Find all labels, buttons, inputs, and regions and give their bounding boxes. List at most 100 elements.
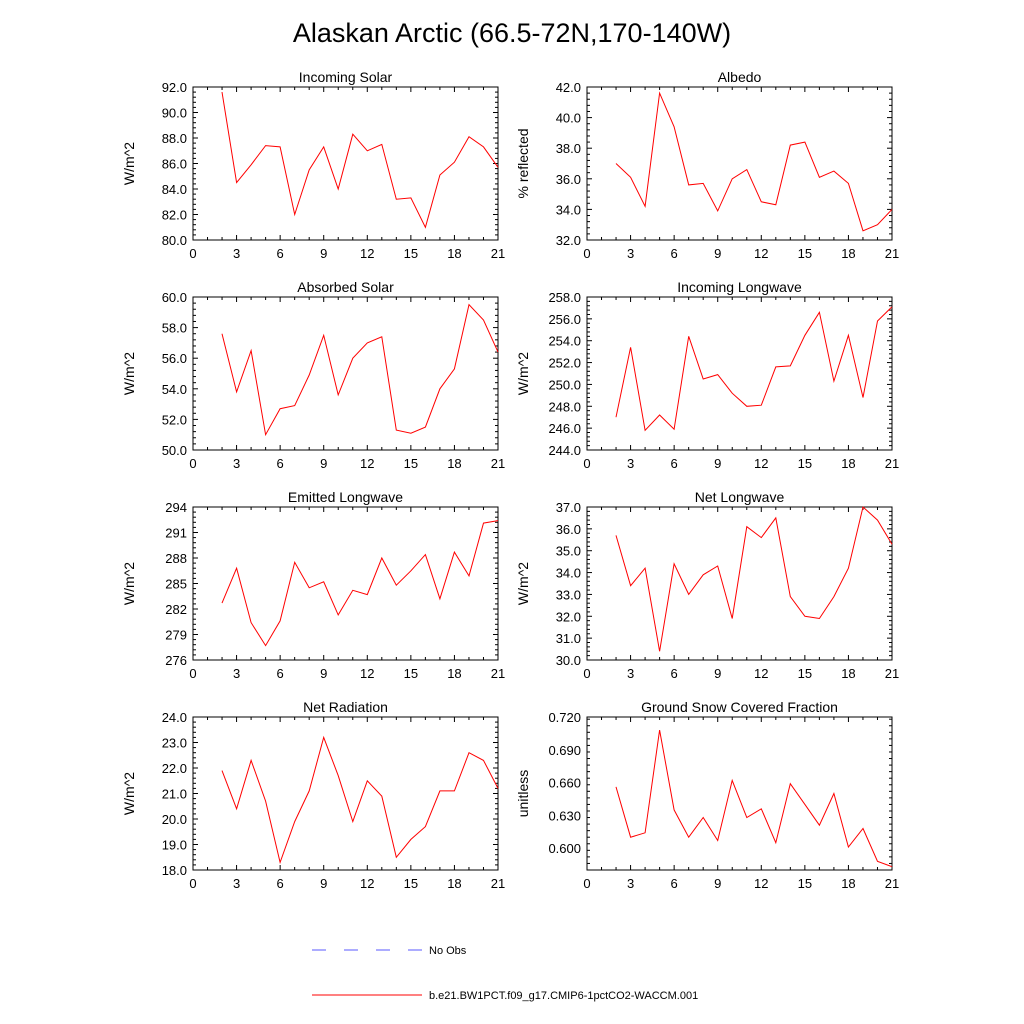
x-tick-label: 0 <box>189 456 196 471</box>
x-tick-label: 12 <box>754 876 768 891</box>
x-tick-label: 12 <box>360 246 374 261</box>
x-tick-label: 9 <box>320 876 327 891</box>
x-tick-label: 3 <box>627 666 634 681</box>
x-tick-label: 18 <box>447 666 461 681</box>
x-tick-label: 9 <box>714 666 721 681</box>
panel-title: Incoming Longwave <box>677 279 802 295</box>
y-tick-label: 54.0 <box>162 382 187 397</box>
y-tick-label: 291 <box>165 526 187 541</box>
y-tick-label: 22.0 <box>162 761 187 776</box>
y-tick-label: 90.0 <box>162 106 187 121</box>
y-tick-label: 42.0 <box>556 80 581 95</box>
y-tick-label: 250.0 <box>548 377 581 392</box>
y-tick-label: 86.0 <box>162 157 187 172</box>
y-tick-label: 285 <box>165 577 187 592</box>
x-tick-label: 21 <box>885 876 899 891</box>
y-tick-label: 32.0 <box>556 233 581 248</box>
y-tick-label: 82.0 <box>162 208 187 223</box>
x-tick-label: 0 <box>583 456 590 471</box>
y-axis-label: W/m^2 <box>121 142 137 185</box>
y-tick-label: 36.0 <box>556 172 581 187</box>
x-tick-label: 6 <box>277 456 284 471</box>
x-tick-label: 3 <box>627 456 634 471</box>
panel-8: Ground Snow Covered Fraction unitless 0 3 6 9… <box>515 699 899 891</box>
x-tick-label: 3 <box>233 456 240 471</box>
panel-7: Net Radiation W/m^2 0 3 6 9 12 15 18 21 18.0 19.0 20… <box>121 699 505 891</box>
y-tick-label: 244.0 <box>548 443 581 458</box>
y-tick-label: 282 <box>165 602 187 617</box>
y-tick-label: 0.720 <box>548 710 581 725</box>
x-tick-label: 12 <box>360 666 374 681</box>
x-tick-label: 0 <box>189 666 196 681</box>
y-axis-label: % reflected <box>515 128 531 198</box>
y-tick-label: 294 <box>165 500 187 515</box>
y-tick-label: 36.0 <box>556 522 581 537</box>
y-tick-label: 92.0 <box>162 80 187 95</box>
x-tick-label: 0 <box>189 246 196 261</box>
y-tick-label: 21.0 <box>162 787 187 802</box>
y-tick-label: 0.690 <box>548 743 581 758</box>
x-tick-label: 0 <box>583 666 590 681</box>
x-tick-label: 21 <box>491 666 505 681</box>
x-tick-label: 0 <box>189 876 196 891</box>
plot-frame <box>586 506 893 661</box>
y-tick-label: 34.0 <box>556 202 581 217</box>
x-tick-label: 21 <box>491 876 505 891</box>
legend: No Obs b.e21.BW1PCT.f09_g17.CMIP6-1pctCO… <box>312 945 698 1002</box>
y-tick-label: 31.0 <box>556 631 581 646</box>
x-tick-label: 12 <box>754 246 768 261</box>
y-tick-label: 35.0 <box>556 544 581 559</box>
x-tick-label: 21 <box>885 456 899 471</box>
panel-title: Emitted Longwave <box>288 489 403 505</box>
x-tick-label: 9 <box>714 246 721 261</box>
series-line <box>221 735 499 865</box>
panel-1: Incoming Solar W/m^2 0 3 6 9 12 15 18 21 80.0 82.0 8… <box>121 69 505 261</box>
panel-title: Incoming Solar <box>299 69 393 85</box>
x-tick-label: 9 <box>714 456 721 471</box>
y-tick-label: 246.0 <box>548 421 581 436</box>
y-tick-label: 38.0 <box>556 141 581 156</box>
x-tick-label: 21 <box>491 246 505 261</box>
legend-obs-label: No Obs <box>429 945 467 957</box>
panel-title: Ground Snow Covered Fraction <box>641 699 838 715</box>
x-tick-label: 9 <box>714 876 721 891</box>
x-tick-label: 6 <box>277 876 284 891</box>
x-tick-label: 6 <box>277 666 284 681</box>
x-tick-label: 6 <box>671 666 678 681</box>
y-tick-label: 276 <box>165 653 187 668</box>
y-tick-label: 30.0 <box>556 653 581 668</box>
x-tick-label: 6 <box>671 246 678 261</box>
x-tick-label: 6 <box>671 456 678 471</box>
x-tick-label: 21 <box>491 456 505 471</box>
panel-title: Net Radiation <box>303 699 388 715</box>
x-tick-label: 15 <box>798 456 812 471</box>
y-tick-label: 40.0 <box>556 111 581 126</box>
x-tick-label: 15 <box>404 666 418 681</box>
panel-4: Incoming Longwave W/m^2 0 3 6 9 12 15 18 21 244.0 2… <box>515 279 899 471</box>
figure-title: Alaskan Arctic (66.5-72N,170-140W) <box>293 18 731 48</box>
y-tick-label: 23.0 <box>162 736 187 751</box>
x-tick-label: 6 <box>277 246 284 261</box>
x-tick-label: 9 <box>320 246 327 261</box>
y-tick-label: 84.0 <box>162 182 187 197</box>
x-tick-label: 18 <box>841 666 855 681</box>
plot-frame <box>586 296 893 451</box>
series-line <box>221 303 499 437</box>
y-tick-label: 0.660 <box>548 776 581 791</box>
x-tick-label: 18 <box>841 876 855 891</box>
x-tick-label: 3 <box>627 876 634 891</box>
series-line <box>615 306 893 432</box>
y-axis-label: W/m^2 <box>121 352 137 395</box>
x-tick-label: 6 <box>671 876 678 891</box>
plot-frame <box>586 86 893 241</box>
y-tick-label: 50.0 <box>162 443 187 458</box>
y-tick-label: 252.0 <box>548 356 581 371</box>
x-tick-label: 12 <box>360 876 374 891</box>
y-tick-label: 37.0 <box>556 500 581 515</box>
x-tick-label: 12 <box>754 666 768 681</box>
y-axis-label: W/m^2 <box>121 562 137 605</box>
x-tick-label: 18 <box>447 456 461 471</box>
y-tick-label: 0.600 <box>548 841 581 856</box>
